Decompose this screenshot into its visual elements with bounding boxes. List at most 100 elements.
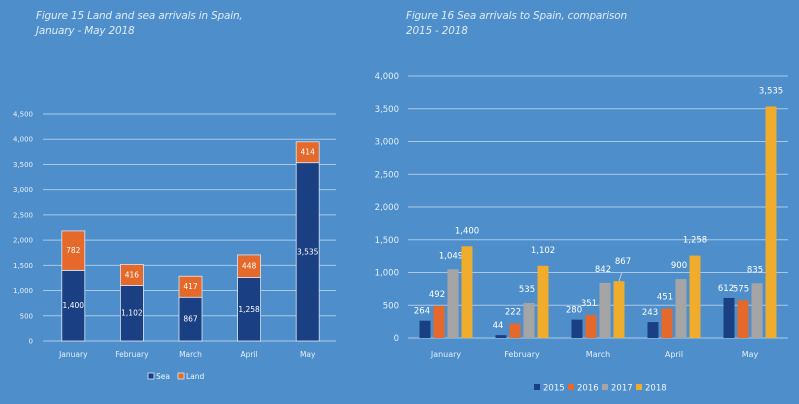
data-label-2015: 264 bbox=[414, 307, 430, 317]
x-tick-label: February bbox=[115, 350, 149, 359]
legend-swatch-2018 bbox=[636, 384, 642, 390]
figure-15-title-line-2: January - May 2018 bbox=[36, 25, 135, 37]
data-label-2017: 835 bbox=[747, 265, 763, 275]
data-label-2016: 222 bbox=[505, 307, 521, 317]
leader-line bbox=[618, 272, 623, 282]
legend-label-land: Land bbox=[186, 372, 205, 381]
y-tick-label: 500 bbox=[383, 301, 399, 311]
y-tick-label: 4,500 bbox=[13, 111, 33, 119]
data-label-2016: 451 bbox=[657, 292, 673, 302]
data-label-2018: 1,258 bbox=[683, 236, 707, 246]
legend-swatch-land bbox=[177, 372, 185, 380]
data-label-sea: 3,535 bbox=[297, 247, 319, 256]
legend-label-2017: 2017 bbox=[611, 384, 633, 394]
data-label-sea: 1,102 bbox=[121, 309, 143, 318]
y-tick-label: 1,000 bbox=[13, 287, 33, 295]
bar-2015 bbox=[495, 335, 507, 338]
y-tick-label: 0 bbox=[394, 334, 399, 344]
bar-2015 bbox=[647, 322, 659, 338]
x-tick-label: February bbox=[504, 350, 540, 359]
bar-land bbox=[120, 264, 144, 286]
data-label-sea: 1,258 bbox=[238, 305, 260, 314]
legend-swatch-2016 bbox=[568, 384, 574, 390]
bar-2016 bbox=[585, 315, 597, 338]
bar-2015 bbox=[571, 319, 583, 338]
bar-land bbox=[61, 230, 86, 271]
x-tick-label: April bbox=[241, 350, 258, 359]
bar-2015 bbox=[723, 297, 735, 338]
y-tick-label: 3,000 bbox=[13, 186, 33, 194]
y-tick-label: 4,000 bbox=[375, 72, 399, 82]
bar-2018 bbox=[461, 246, 473, 338]
data-label-land: 448 bbox=[242, 262, 257, 271]
y-tick-label: 2,500 bbox=[375, 170, 399, 180]
bar-land bbox=[237, 254, 262, 278]
figure-16-title: Figure 16 Sea arrivals to Spain, compari… bbox=[406, 9, 627, 39]
bar-2017 bbox=[447, 269, 459, 338]
data-label-land: 417 bbox=[183, 282, 198, 291]
bar-2016 bbox=[737, 300, 749, 338]
bar-2018 bbox=[765, 106, 777, 339]
data-label-sea: 867 bbox=[183, 315, 198, 324]
y-tick-label: 2,000 bbox=[13, 237, 33, 245]
bar-2016 bbox=[433, 305, 445, 338]
y-tick-label: 4,000 bbox=[13, 136, 33, 144]
bar-land bbox=[295, 141, 320, 164]
legend-label-2016: 2016 bbox=[577, 384, 599, 394]
figure-15-title: Figure 15 Land and sea arrivals in Spain… bbox=[36, 9, 243, 39]
legend-swatch-sea bbox=[147, 372, 155, 380]
y-tick-label: 1,500 bbox=[375, 236, 399, 246]
y-tick-label: 3,000 bbox=[375, 138, 399, 148]
y-tick-label: 0 bbox=[29, 338, 33, 346]
bar-land bbox=[178, 275, 203, 298]
y-tick-label: 3,500 bbox=[13, 161, 33, 169]
y-tick-label: 3,500 bbox=[375, 105, 399, 115]
bar-2016 bbox=[509, 323, 521, 338]
data-label-2016: 351 bbox=[581, 299, 597, 309]
bar-2018 bbox=[689, 255, 701, 338]
x-tick-label: January bbox=[58, 350, 88, 359]
data-label-2018: 3,535 bbox=[759, 86, 783, 96]
bar-2017 bbox=[599, 282, 611, 338]
x-tick-label: January bbox=[430, 350, 462, 359]
bar-2017 bbox=[751, 283, 763, 338]
legend-label-sea: Sea bbox=[156, 372, 170, 381]
y-tick-label: 2,500 bbox=[13, 211, 33, 219]
bar-2018 bbox=[613, 281, 625, 338]
bar-2017 bbox=[675, 279, 687, 338]
legend-label-2015: 2015 bbox=[543, 384, 565, 394]
data-label-2016: 575 bbox=[733, 284, 749, 294]
data-label-land: 782 bbox=[66, 246, 81, 255]
data-label-2018: 1,102 bbox=[531, 246, 555, 256]
figure-15-title-line-1: Figure 15 Land and sea arrivals in Spain… bbox=[36, 10, 243, 22]
data-label-land: 416 bbox=[125, 270, 140, 279]
data-label-2015: 44 bbox=[493, 321, 504, 331]
y-tick-label: 1,000 bbox=[375, 269, 399, 279]
data-label-2017: 1,049 bbox=[439, 251, 463, 261]
figure-16-title-line-2: 2015 - 2018 bbox=[406, 25, 468, 37]
x-tick-label: May bbox=[300, 350, 316, 359]
bar-2015 bbox=[419, 320, 431, 338]
x-tick-label: March bbox=[586, 350, 610, 359]
bar-2016 bbox=[661, 308, 673, 338]
legend-swatch-2017 bbox=[602, 384, 608, 390]
data-label-2018: 1,400 bbox=[455, 226, 479, 236]
data-label-sea: 1,400 bbox=[63, 301, 85, 310]
data-label-land: 414 bbox=[301, 148, 316, 157]
data-label-2015: 243 bbox=[642, 308, 658, 318]
figure-15-stacked-bar-chart: 0 500 1,000 1,500 2,000 2,500 3,000 3,500 4,000 4… bbox=[13, 111, 336, 381]
figure-16-title-line-1: Figure 16 Sea arrivals to Spain, compari… bbox=[406, 10, 627, 22]
data-label-2017: 842 bbox=[595, 265, 611, 275]
data-label-2017: 900 bbox=[671, 261, 687, 271]
data-label-2016: 492 bbox=[429, 290, 445, 300]
data-label-2015: 280 bbox=[566, 306, 582, 316]
y-tick-label: 1,500 bbox=[13, 262, 33, 270]
data-label-2018: 867 bbox=[615, 257, 631, 267]
y-tick-label: 500 bbox=[20, 312, 33, 320]
x-tick-label: April bbox=[665, 350, 683, 359]
x-tick-label: March bbox=[179, 350, 202, 359]
y-tick-label: 2,000 bbox=[375, 203, 399, 213]
data-label-2015: 612 bbox=[718, 284, 734, 294]
data-label-2017: 535 bbox=[519, 285, 535, 295]
